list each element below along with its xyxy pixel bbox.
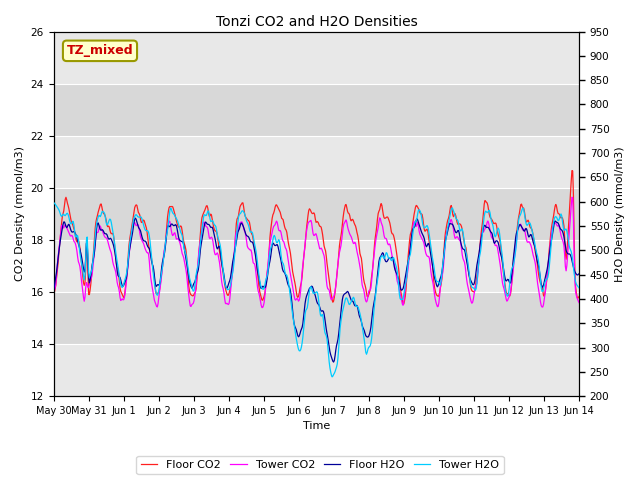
Tower H2O	[195, 261, 202, 267]
Floor H2O	[59, 222, 67, 228]
Floor H2O	[50, 287, 58, 293]
Floor CO2	[396, 274, 403, 280]
Floor CO2	[568, 168, 576, 173]
Tower H2O	[50, 200, 58, 205]
Tower CO2	[396, 291, 404, 297]
Floor H2O	[195, 261, 203, 267]
Bar	[54, 136, 579, 188]
Tower CO2	[50, 289, 58, 295]
Floor H2O	[330, 359, 337, 365]
Bar	[54, 240, 579, 292]
Line: Tower CO2: Tower CO2	[54, 197, 579, 308]
Y-axis label: H2O Density (mmol/m3): H2O Density (mmol/m3)	[615, 146, 625, 282]
Floor H2O	[132, 215, 140, 221]
Floor CO2	[575, 293, 583, 299]
Tower CO2	[113, 279, 121, 285]
Floor CO2	[195, 258, 202, 264]
Bar	[54, 84, 579, 136]
Bar	[54, 32, 579, 84]
Tower H2O	[59, 211, 67, 217]
Line: Floor CO2: Floor CO2	[54, 170, 579, 304]
Tower H2O	[381, 255, 388, 261]
Tower H2O	[113, 259, 121, 264]
Bar	[54, 188, 579, 240]
Tower CO2	[381, 235, 388, 241]
Tower H2O	[575, 285, 583, 291]
Legend: Floor CO2, Tower CO2, Floor H2O, Tower H2O: Floor CO2, Tower CO2, Floor H2O, Tower H…	[136, 456, 504, 474]
Tower CO2	[568, 194, 576, 200]
Text: TZ_mixed: TZ_mixed	[67, 44, 133, 57]
Floor CO2	[59, 211, 67, 216]
Tower H2O	[328, 374, 336, 380]
Line: Floor H2O: Floor H2O	[54, 218, 579, 362]
Tower CO2	[166, 222, 174, 228]
Tower CO2	[59, 225, 67, 231]
Tower H2O	[396, 296, 404, 301]
Tower CO2	[195, 253, 202, 259]
Floor H2O	[168, 221, 175, 227]
Floor H2O	[381, 258, 389, 264]
Floor H2O	[397, 287, 404, 292]
Tower H2O	[166, 205, 174, 211]
Floor CO2	[50, 294, 58, 300]
Floor CO2	[166, 204, 174, 210]
Floor CO2	[113, 264, 121, 270]
Title: Tonzi CO2 and H2O Densities: Tonzi CO2 and H2O Densities	[216, 15, 417, 29]
Y-axis label: CO2 Density (mmol/m3): CO2 Density (mmol/m3)	[15, 146, 25, 281]
Bar	[54, 292, 579, 344]
Tower CO2	[575, 300, 583, 306]
Line: Tower H2O: Tower H2O	[54, 203, 579, 377]
Floor H2O	[575, 271, 583, 276]
Floor CO2	[380, 215, 388, 221]
Bar	[54, 344, 579, 396]
X-axis label: Time: Time	[303, 421, 330, 432]
Floor H2O	[113, 268, 121, 274]
Floor CO2	[400, 301, 408, 307]
Tower CO2	[258, 305, 266, 311]
